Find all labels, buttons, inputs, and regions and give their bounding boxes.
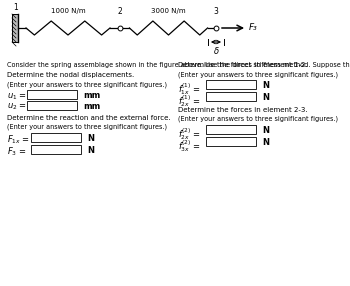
Text: 3000 N/m: 3000 N/m: [151, 8, 186, 14]
Text: (Enter your answers to three significant figures.): (Enter your answers to three significant…: [7, 81, 167, 88]
Text: $u_1$ =: $u_1$ =: [7, 91, 27, 102]
Text: $u_2$ =: $u_2$ =: [7, 102, 27, 112]
Text: (Enter your answers to three significant figures.): (Enter your answers to three significant…: [7, 124, 167, 130]
Bar: [27, 101, 77, 110]
Text: 1000 N/m: 1000 N/m: [51, 8, 85, 14]
Polygon shape: [12, 14, 18, 42]
Bar: [27, 90, 77, 99]
Bar: [206, 125, 256, 134]
Text: $f_{2x}^{(1)}$ =: $f_{2x}^{(1)}$ =: [178, 93, 201, 109]
Text: Consider the spring assemblage shown in the figure above. Use the direct stiffne: Consider the spring assemblage shown in …: [7, 62, 350, 68]
Text: 3: 3: [214, 7, 218, 16]
Text: mm: mm: [83, 91, 100, 100]
Text: N: N: [262, 81, 269, 90]
Text: Determine the forces in element 2-3.: Determine the forces in element 2-3.: [178, 107, 308, 113]
Text: $f_{3x}^{(2)}$ =: $f_{3x}^{(2)}$ =: [178, 138, 201, 154]
Text: N: N: [262, 126, 269, 135]
Text: (Enter your answers to three significant figures.): (Enter your answers to three significant…: [178, 116, 338, 122]
Text: $f_{2x}^{(2)}$ =: $f_{2x}^{(2)}$ =: [178, 126, 201, 142]
Text: $F_{1x}$ =: $F_{1x}$ =: [7, 134, 30, 146]
Text: $f_{1x}^{(1)}$ =: $f_{1x}^{(1)}$ =: [178, 81, 201, 97]
Bar: [206, 92, 256, 101]
Text: δ: δ: [214, 47, 218, 56]
Text: 2: 2: [118, 7, 122, 16]
Text: N: N: [87, 146, 94, 155]
Text: N: N: [262, 93, 269, 102]
Text: Determine the forces in element 1-2.: Determine the forces in element 1-2.: [178, 62, 308, 68]
Text: N: N: [262, 138, 269, 147]
Text: mm: mm: [83, 102, 100, 111]
Text: $F_3$ =: $F_3$ =: [7, 146, 27, 158]
Text: N: N: [87, 134, 94, 143]
Text: F₃: F₃: [249, 23, 258, 31]
Bar: [31, 133, 81, 142]
Text: (Enter your answers to three significant figures.): (Enter your answers to three significant…: [178, 71, 338, 78]
Text: Determine the reaction and the external force.: Determine the reaction and the external …: [7, 115, 171, 121]
Text: 1: 1: [14, 3, 18, 12]
Bar: [206, 137, 256, 146]
Bar: [206, 80, 256, 89]
Bar: [31, 145, 81, 154]
Text: Determine the nodal displacements.: Determine the nodal displacements.: [7, 72, 134, 78]
